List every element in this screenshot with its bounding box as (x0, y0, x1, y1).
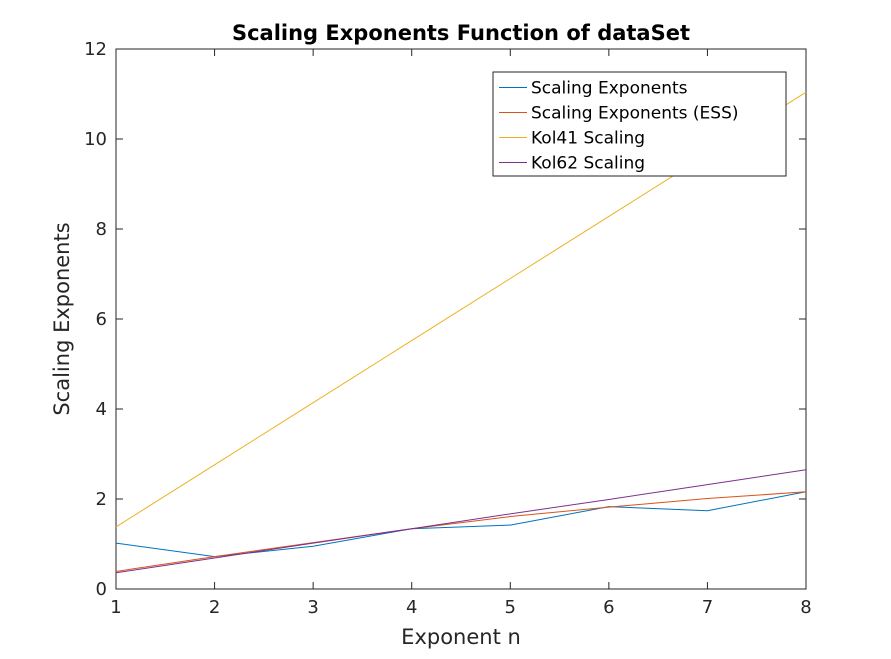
legend-label: Kol62 Scaling (531, 154, 645, 174)
x-tick-label: 1 (110, 597, 121, 618)
legend: Scaling Exponents Scaling Exponents (ESS)… (492, 71, 787, 177)
x-tick-label: 7 (702, 597, 713, 618)
x-tick-label: 3 (307, 597, 318, 618)
y-tick-label: 10 (84, 129, 107, 150)
x-tick-label: 5 (505, 597, 516, 618)
y-tick-label: 12 (84, 39, 107, 60)
x-axis-label: Exponent n (401, 625, 521, 649)
y-tick-label: 2 (96, 489, 107, 510)
series-line (115, 469, 807, 574)
series-line (115, 491, 807, 558)
x-tick-label: 6 (603, 597, 614, 618)
chart-title: Scaling Exponents Function of dataSet (232, 21, 690, 45)
y-axis-label: Scaling Exponents (50, 222, 74, 415)
y-tick-label: 4 (96, 399, 107, 420)
legend-label: Scaling Exponents (ESS) (531, 104, 739, 124)
series-line (115, 491, 807, 572)
y-tick-label: 6 (96, 309, 107, 330)
x-tick-label: 2 (209, 597, 220, 618)
series-4 (115, 469, 807, 574)
legend-box (492, 71, 787, 177)
y-tick-label: 0 (96, 579, 107, 600)
legend-label: Scaling Exponents (531, 79, 688, 99)
y-tick-label: 8 (96, 219, 107, 240)
x-tick-label: 4 (406, 597, 417, 618)
x-tick-label: 8 (800, 597, 811, 618)
legend-label: Kol41 Scaling (531, 129, 645, 149)
